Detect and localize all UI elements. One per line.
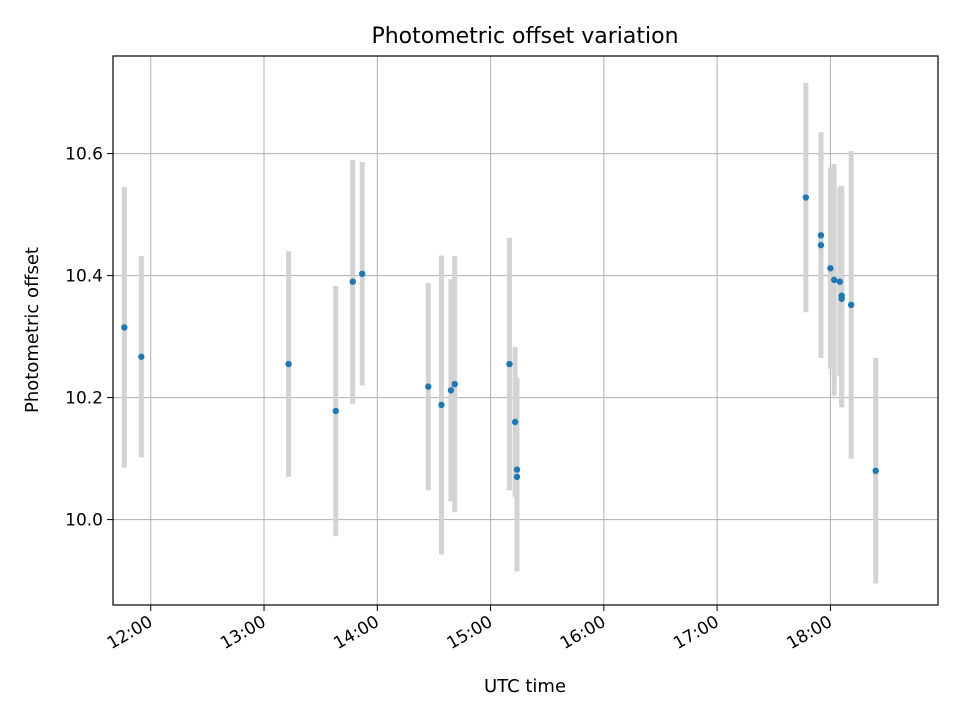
x-axis-label: UTC time — [484, 676, 566, 697]
y-tick-label: 10.6 — [65, 145, 103, 165]
y-tick-label: 10.2 — [65, 389, 103, 409]
data-point — [872, 467, 879, 474]
x-tick-label: 14:00 — [330, 612, 382, 654]
y-tick-label: 10.4 — [65, 267, 103, 287]
x-tick-label: 15:00 — [444, 612, 496, 654]
data-point — [511, 418, 519, 426]
data-point — [836, 278, 844, 285]
data-point — [285, 360, 292, 368]
x-tick-label: 16:00 — [557, 612, 609, 654]
x-tick-label: 13:00 — [217, 612, 269, 654]
data-points — [121, 194, 879, 481]
data-point — [838, 295, 845, 302]
data-point — [451, 380, 458, 388]
data-point — [425, 383, 432, 390]
data-point — [830, 276, 838, 284]
data-point — [847, 301, 855, 309]
data-point — [332, 407, 339, 415]
chart-title: Photometric offset variation — [371, 24, 678, 49]
data-point — [138, 353, 145, 360]
data-point — [447, 387, 455, 394]
data-point — [438, 401, 445, 409]
data-point — [121, 324, 128, 331]
x-tick-label: 18:00 — [783, 612, 835, 654]
data-point — [513, 473, 521, 481]
data-point — [827, 265, 834, 272]
error-bars — [121, 82, 879, 584]
data-point — [802, 194, 810, 201]
y-tick-label: 10.0 — [65, 511, 103, 531]
y-axis-label: Photometric offset — [22, 247, 43, 413]
grid — [113, 56, 938, 605]
x-tick-label: 17:00 — [670, 612, 722, 654]
data-point — [817, 241, 825, 249]
x-tick-label: 12:00 — [104, 612, 156, 654]
plot-area-frame — [112, 55, 939, 606]
data-point — [506, 360, 513, 368]
data-point — [513, 466, 521, 473]
data-point — [358, 270, 366, 277]
data-point — [349, 278, 356, 285]
data-point — [817, 232, 825, 239]
